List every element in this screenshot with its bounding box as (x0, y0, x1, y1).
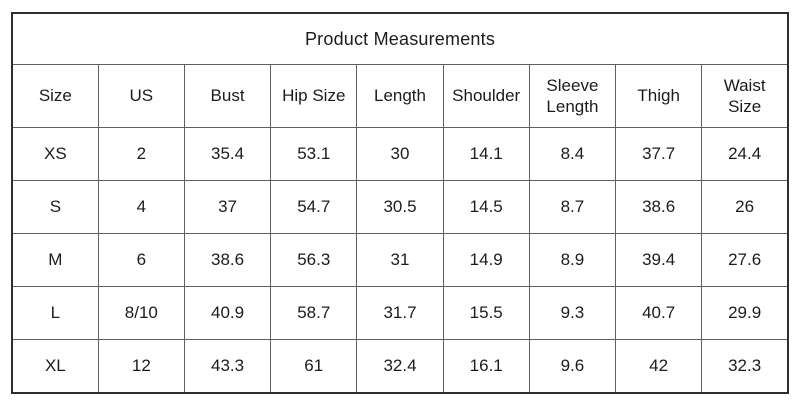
measurements-table: Product Measurements Size US Bust Hip Size L… (11, 12, 789, 394)
table-cell: 14.5 (442, 180, 530, 234)
table-cell: 27.6 (701, 233, 789, 287)
table-head: Product Measurements Size US Bust Hip Size L… (11, 12, 789, 128)
table-cell: 24.4 (701, 127, 789, 181)
column-header-bust: Bust (183, 64, 272, 128)
table-cell: 8.9 (528, 233, 617, 287)
table-row-xs: XS 2 35.4 53.1 30 14.1 8.4 37.7 24.4 (11, 127, 789, 181)
column-header-thigh: Thigh (615, 64, 703, 128)
table-cell: 61 (270, 339, 358, 394)
table-cell: 37.7 (615, 127, 703, 181)
table-row-xl: XL 12 43.3 61 32.4 16.1 9.6 42 32.3 (11, 339, 789, 394)
table-cell: M (11, 233, 99, 287)
table-cell: XL (11, 339, 99, 394)
table-cell: 39.4 (615, 233, 703, 287)
column-header-shoulder: Shoulder (442, 64, 530, 128)
table-cell: 16.1 (442, 339, 530, 394)
column-header-length: Length (356, 64, 444, 128)
title-row: Product Measurements (11, 12, 789, 65)
table-cell: 37 (183, 180, 272, 234)
table-body: XS 2 35.4 53.1 30 14.1 8.4 37.7 24.4 S 4 37 54.7 30.5… (11, 127, 789, 394)
table-row-m: M 6 38.6 56.3 31 14.9 8.9 39.4 27.6 (11, 233, 789, 287)
column-header-waist-size: Waist Size (701, 64, 789, 128)
table-cell: 8.4 (528, 127, 617, 181)
table-cell: S (11, 180, 99, 234)
column-header-hip-size: Hip Size (270, 64, 358, 128)
table-cell: 15.5 (442, 286, 530, 340)
table-cell: 4 (97, 180, 185, 234)
table-cell: XS (11, 127, 99, 181)
table-cell: 40.9 (183, 286, 272, 340)
table-cell: 38.6 (615, 180, 703, 234)
table-cell: 9.3 (528, 286, 617, 340)
table-cell: 31.7 (356, 286, 444, 340)
table-title: Product Measurements (11, 12, 789, 65)
table-cell: 29.9 (701, 286, 789, 340)
table-cell: 32.3 (701, 339, 789, 394)
table-cell: L (11, 286, 99, 340)
table-cell: 6 (97, 233, 185, 287)
table-row-s: S 4 37 54.7 30.5 14.5 8.7 38.6 26 (11, 180, 789, 234)
column-header-size: Size (11, 64, 99, 128)
column-header-sleeve-length: Sleeve Length (528, 64, 617, 128)
table-cell: 8.7 (528, 180, 617, 234)
table-cell: 26 (701, 180, 789, 234)
header-row: Size US Bust Hip Size Length Shoulder Sleeve L… (11, 64, 789, 128)
table-cell: 32.4 (356, 339, 444, 394)
table-cell: 43.3 (183, 339, 272, 394)
column-header-us: US (97, 64, 185, 128)
table-cell: 40.7 (615, 286, 703, 340)
table-cell: 14.1 (442, 127, 530, 181)
table-cell: 30.5 (356, 180, 444, 234)
table-cell: 58.7 (270, 286, 358, 340)
table-cell: 38.6 (183, 233, 272, 287)
table-cell: 2 (97, 127, 185, 181)
table-cell: 42 (615, 339, 703, 394)
table-cell: 9.6 (528, 339, 617, 394)
table-cell: 31 (356, 233, 444, 287)
table-cell: 14.9 (442, 233, 530, 287)
table-cell: 53.1 (270, 127, 358, 181)
table-cell: 35.4 (183, 127, 272, 181)
table-cell: 12 (97, 339, 185, 394)
table-cell: 30 (356, 127, 444, 181)
table-cell: 54.7 (270, 180, 358, 234)
table-cell: 8/10 (97, 286, 185, 340)
table-cell: 56.3 (270, 233, 358, 287)
table-row-l: L 8/10 40.9 58.7 31.7 15.5 9.3 40.7 29.9 (11, 286, 789, 340)
